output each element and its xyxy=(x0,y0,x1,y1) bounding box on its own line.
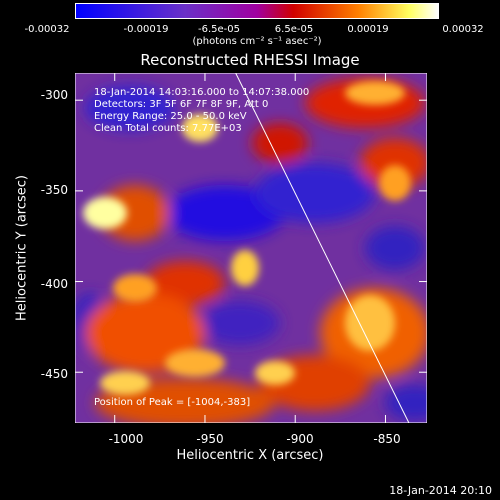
peak-position-label: Position of Peak = [-1004,-383] xyxy=(94,397,251,408)
time-range-label: 18-Jan-2014 14:03:16.000 to 14:07:38.000 xyxy=(94,87,310,98)
colorbar-tick: -6.5e-05 xyxy=(198,24,240,35)
y-axis-label: Heliocentric Y (arcsec) xyxy=(14,175,30,321)
x-tick-label: -900 xyxy=(286,432,314,446)
colorbar-tick: -0.00019 xyxy=(123,24,169,35)
axis-ticks xyxy=(75,73,427,423)
x-tick-label: -1000 xyxy=(108,432,144,446)
chart-title: Reconstructed RHESSI Image xyxy=(140,51,360,69)
rhessi-image xyxy=(75,73,427,423)
colorbar-units: (photons cm⁻² s⁻¹ asec⁻²) xyxy=(192,36,322,47)
y-tick-label: -350 xyxy=(40,183,68,197)
detectors-label: Detectors: 3F 5F 6F 7F 8F 9F, Att 0 xyxy=(94,99,269,110)
y-tick-label: -300 xyxy=(40,88,68,102)
colorbar-tick: -0.00032 xyxy=(24,24,70,35)
y-tick-label: -450 xyxy=(40,367,68,381)
colorbar-tick: 0.00032 xyxy=(442,24,484,35)
colorbar-tick: 6.5e-05 xyxy=(274,24,314,35)
x-tick-label: -950 xyxy=(196,432,224,446)
clean-counts-label: Clean Total counts: 7.77E+03 xyxy=(94,123,242,134)
energy-range-label: Energy Range: 25.0 - 50.0 keV xyxy=(94,111,247,122)
y-tick-label: -400 xyxy=(40,277,68,291)
x-axis-label: Heliocentric X (arcsec) xyxy=(176,448,324,463)
colorbar xyxy=(75,3,439,19)
colorbar-tick: 0.00019 xyxy=(347,24,389,35)
generation-timestamp: 18-Jan-2014 20:10 xyxy=(389,484,492,497)
solar-limb-line xyxy=(235,73,410,423)
x-tick-label: -850 xyxy=(373,432,401,446)
